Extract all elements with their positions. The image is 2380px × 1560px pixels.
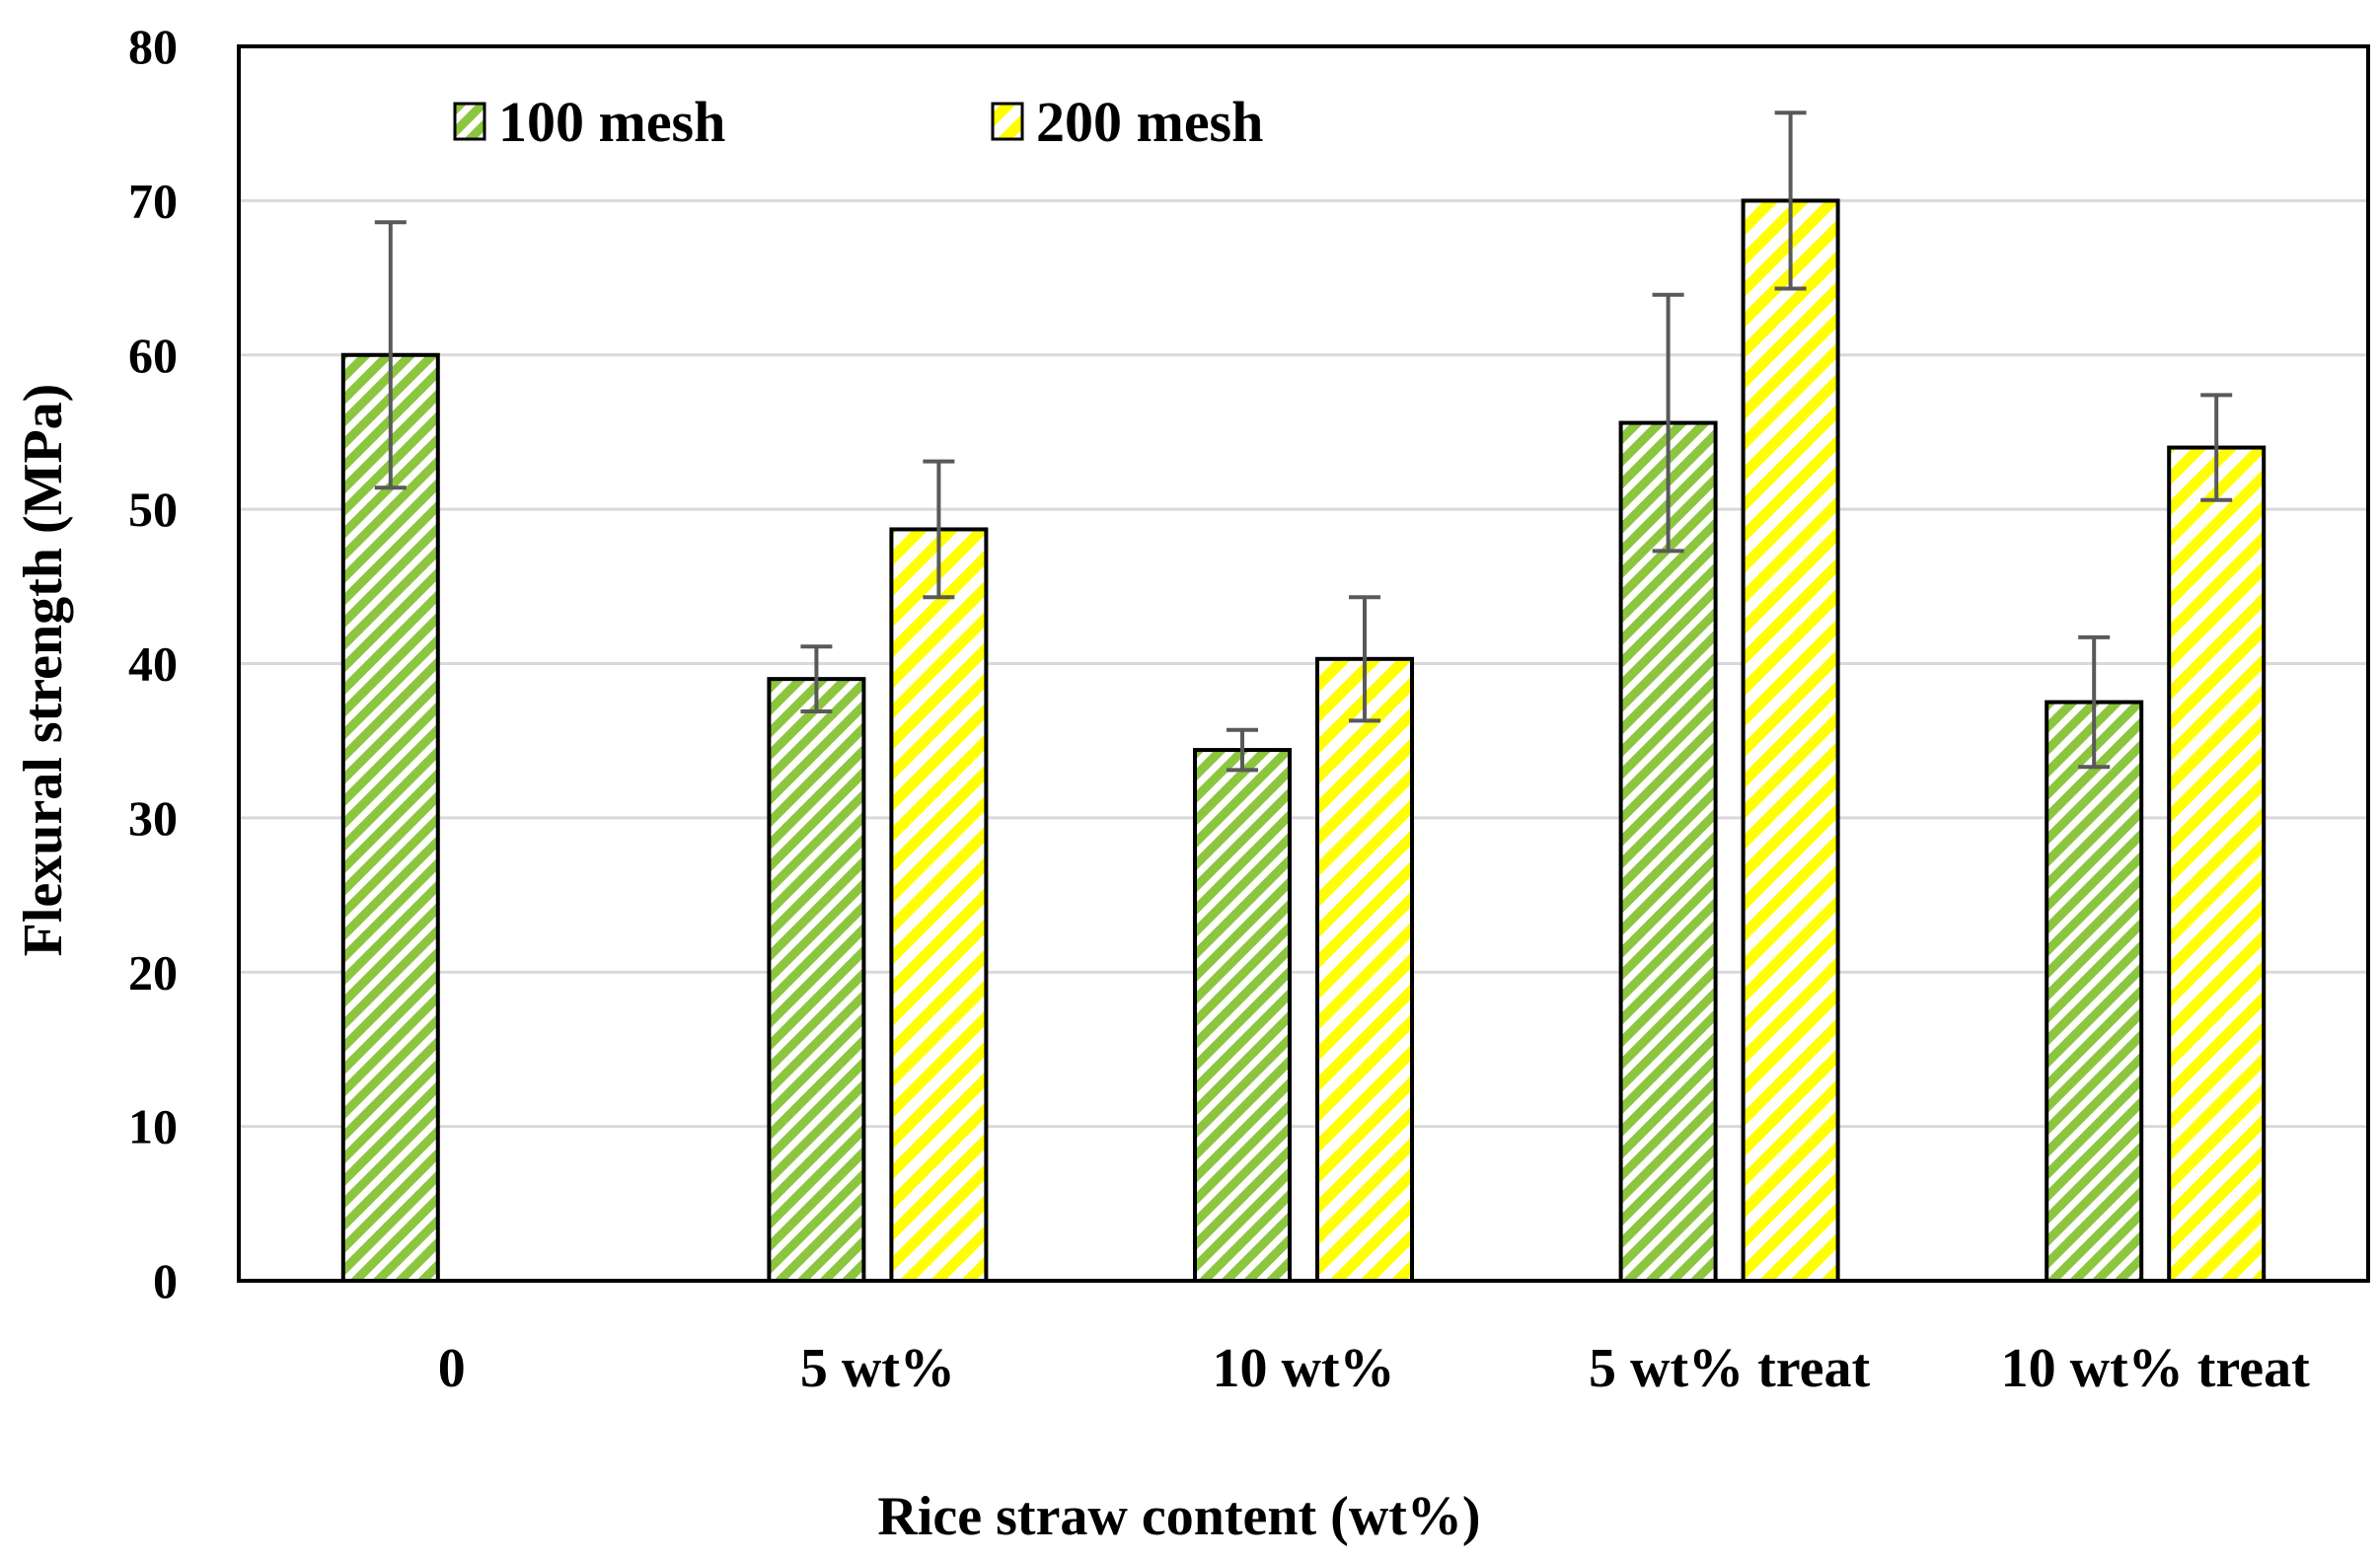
legend-label-100-mesh: 100 mesh	[498, 90, 725, 154]
x-axis-categories: 0 5 wt% 10 wt% 5 wt% treat 10 wt% treat	[438, 1338, 2310, 1399]
legend-swatch-100-mesh	[453, 102, 486, 141]
bar-100-mesh-0	[340, 352, 440, 1283]
y-tick-label-40: 40	[128, 636, 178, 692]
y-tick-label-10: 10	[128, 1099, 178, 1154]
legend-swatch-200-mesh	[991, 102, 1024, 141]
bar-200-mesh-4	[2167, 445, 2267, 1283]
bar-100-mesh-4	[2045, 700, 2144, 1283]
y-tick-label-60: 60	[128, 328, 178, 383]
x-category-label-2: 10 wt%	[1212, 1338, 1394, 1399]
bar-200-mesh-2	[1315, 656, 1414, 1283]
y-tick-label-50: 50	[128, 482, 178, 537]
y-tick-label-80: 80	[128, 19, 178, 74]
x-category-label-1: 5 wt%	[800, 1338, 955, 1399]
x-category-label-3: 5 wt% treat	[1589, 1338, 1870, 1399]
bar-200-mesh-3	[1741, 198, 1840, 1283]
bars	[340, 198, 2267, 1283]
y-tick-label-30: 30	[128, 790, 178, 846]
x-category-label-4: 10 wt% treat	[2001, 1338, 2310, 1399]
plot-area-frame	[237, 44, 2370, 1283]
error-bars	[374, 111, 2233, 773]
bar-200-mesh-1	[889, 527, 989, 1283]
y-axis-title: Flexural strength (MPa)	[13, 384, 74, 957]
x-axis-title: Rice straw content (wt%)	[877, 1486, 1480, 1547]
y-tick-label-20: 20	[128, 944, 178, 1000]
legend: 100 mesh 200 mesh	[453, 90, 1263, 154]
y-axis-ticks: 0 10 20 30 40 50 60 70 80	[128, 19, 178, 1308]
y-tick-label-0: 0	[153, 1253, 178, 1308]
bar-100-mesh-1	[767, 677, 866, 1283]
y-tick-label-70: 70	[128, 173, 178, 228]
gridlines	[239, 198, 2368, 1129]
x-category-label-0: 0	[438, 1338, 466, 1399]
bar-100-mesh-2	[1193, 748, 1292, 1283]
legend-label-200-mesh: 200 mesh	[1036, 90, 1263, 154]
